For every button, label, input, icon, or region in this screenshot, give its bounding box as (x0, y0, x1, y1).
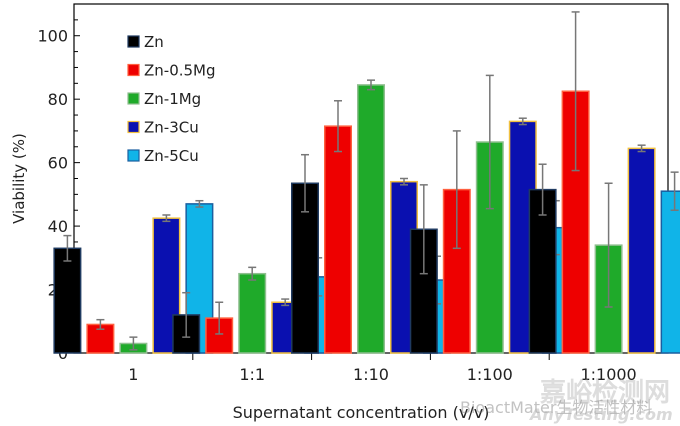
y-axis-label: Viability (%) (10, 133, 28, 224)
bar-Zn-3Cu-1:1000 (627, 147, 656, 354)
legend-label: Zn-0.5Mg (144, 62, 216, 80)
watermark-site-cn: 嘉峪检测网 (540, 378, 671, 408)
legend-label: Zn-1Mg (144, 90, 201, 108)
legend-swatch-Zn-5Cu (127, 149, 140, 162)
x-tick-label: 1:10 (353, 365, 389, 384)
y-tick-label: 100 (37, 27, 68, 46)
y-tick-label: 80 (48, 90, 68, 109)
legend-label: Zn (144, 33, 164, 51)
legend-swatch-Zn-1Mg (127, 92, 140, 105)
x-tick-label: 1:1 (239, 365, 265, 384)
watermark-account: BioactMater生物活性材料 (460, 398, 653, 417)
legend-label: Zn-3Cu (144, 119, 199, 137)
x-tick-label: 1:1000 (580, 365, 636, 384)
bar-Zn-1Mg-1:10 (357, 84, 385, 354)
legend-swatch-Zn-3Cu (127, 120, 140, 134)
bar-Zn-0.5Mg-1:10 (324, 125, 352, 354)
bar-Zn-1:1000 (528, 188, 557, 354)
y-tick-label: 40 (48, 217, 68, 236)
bar-Zn-1 (53, 247, 82, 354)
x-axis-label: Supernatant concentration (v/v) (233, 403, 490, 422)
legend-label: Zn-5Cu (144, 147, 199, 165)
x-tick-label: 1:100 (467, 365, 513, 384)
watermark-site-en: AnyTesting.com (530, 405, 673, 424)
y-tick-label: 60 (48, 154, 68, 173)
bar-Zn-1Mg-1:1 (238, 272, 267, 354)
x-tick-label: 1 (128, 365, 138, 384)
bar-Zn-5Cu-1:1000 (660, 190, 680, 354)
legend-swatch-Zn-0.5Mg (127, 63, 140, 77)
legend-swatch-Zn (127, 35, 140, 48)
